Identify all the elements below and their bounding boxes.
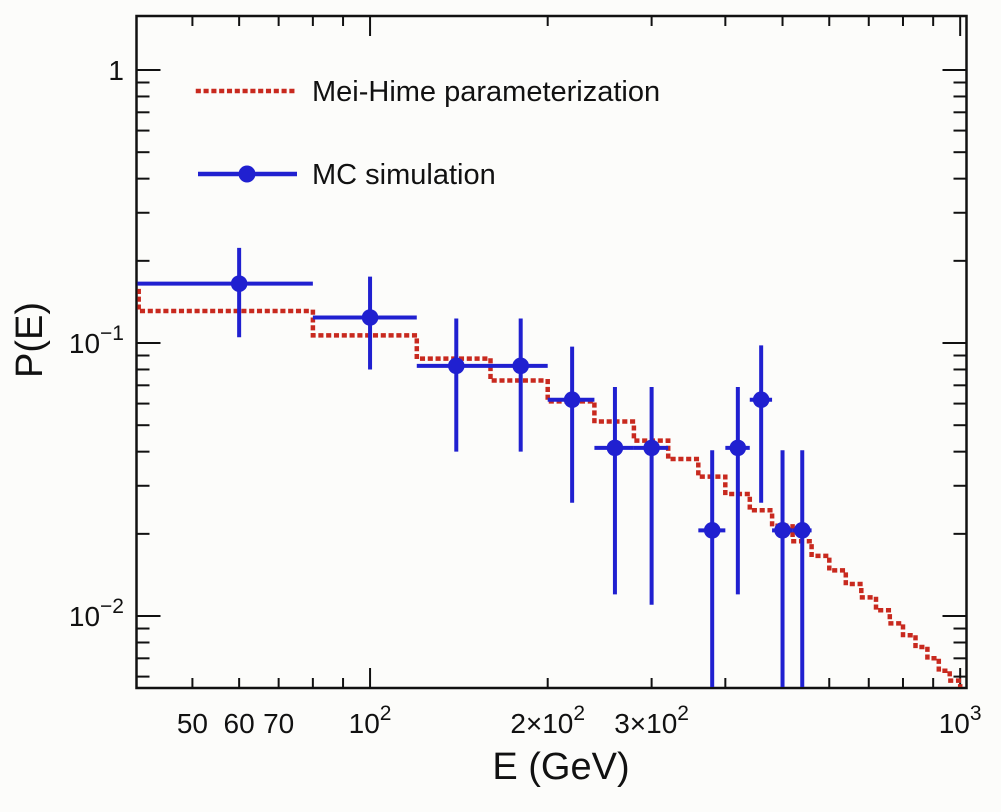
y-tick-label: 1: [108, 55, 124, 86]
x-tick-label: 2×102: [510, 702, 585, 739]
x-tick-label: 3×102: [614, 702, 689, 739]
mc-point: [729, 439, 747, 457]
legend-mc-label: MC simulation: [312, 159, 496, 191]
x-axis-ticks: 50 60 70 102 2×102 3×102 103: [177, 16, 982, 739]
x-axis-title: E (GeV): [492, 746, 629, 788]
mc-point: [752, 391, 770, 409]
mc-point: [361, 309, 379, 326]
x-tick-label: 103: [939, 702, 982, 739]
mc-point: [774, 522, 791, 539]
x-tick-label: 102: [349, 702, 392, 739]
mei-hime-curve: [137, 288, 963, 687]
legend: Mei-Hime parameterization MC simulation: [195, 76, 660, 191]
x-tick-label: 70: [263, 708, 294, 739]
x-tick-label: 60: [224, 708, 255, 739]
y-axis-ticks: 1 10−1 10−2: [69, 55, 967, 678]
plot-frame: [135, 14, 968, 690]
legend-mc-marker-sample: [238, 165, 256, 183]
mc-point: [447, 357, 465, 375]
mc-simulation-points: [137, 247, 812, 687]
mei-hime-histogram: [137, 288, 963, 687]
legend-mei-hime-label: Mei-Hime parameterization: [312, 76, 660, 108]
y-axis-title: P(E): [9, 302, 51, 378]
mc-point: [512, 357, 529, 375]
mc-point: [643, 439, 660, 457]
x-tick-label: 50: [177, 708, 208, 739]
mc-point: [703, 522, 721, 539]
mc-point: [230, 275, 248, 292]
y-tick-label: 10−2: [69, 595, 124, 632]
mc-point: [563, 391, 581, 409]
mc-point: [793, 522, 811, 539]
y-tick-label: 10−1: [69, 322, 124, 359]
mc-point: [606, 439, 624, 457]
